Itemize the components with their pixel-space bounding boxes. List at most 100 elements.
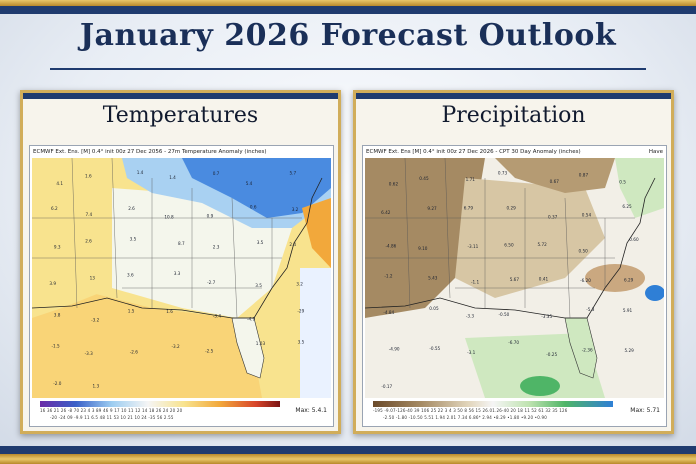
temperature-panel: Temperatures ECMWF Ext. Ens. [M] 0.4° in…	[20, 90, 341, 434]
gridpoint-value: 0.73	[498, 171, 508, 176]
temperature-max-label: Max: 5.4.1	[295, 407, 327, 414]
gridpoint-value: 6.79	[464, 206, 474, 211]
gridpoint-value: -0.25	[546, 352, 557, 357]
gridpoint-value: 3.2	[292, 207, 299, 212]
gridpoint-value: 2.4	[289, 242, 296, 247]
gridpoint-value: -29	[297, 308, 304, 313]
atlantic-warm	[302, 198, 331, 268]
gridpoint-value: -2.6	[130, 350, 139, 355]
temperature-legend: 16 36 21 26 -8 70 23 4 3 89 46 9 17 10 1…	[30, 398, 333, 426]
gridpoint-value: -2.5	[205, 348, 214, 353]
gridpoint-value: 6.25	[622, 204, 632, 209]
gridpoint-value: 9.10	[418, 246, 428, 251]
gridpoint-value: 5.43	[428, 276, 438, 281]
gridpoint-value: -3.3	[466, 313, 475, 318]
gridpoint-value: 3.5	[298, 340, 305, 345]
panel-header-band	[23, 93, 338, 99]
gridpoint-value: -1.2	[384, 274, 393, 279]
gridpoint-value: 13	[90, 276, 96, 281]
gridpoint-value: 0.54	[582, 213, 592, 218]
gridpoint-value: 6.42	[381, 210, 391, 215]
gridpoint-value: 0.9	[207, 214, 214, 219]
wet-gulf	[465, 333, 605, 398]
gridpoint-value: -3.1	[467, 350, 476, 355]
ocean-anomaly-east	[300, 268, 331, 398]
bottom-gold-border	[0, 454, 696, 464]
gridpoint-value: 5.91	[623, 308, 633, 313]
temperature-legend-ticks: 16 36 21 26 -8 70 23 4 3 89 46 9 17 10 1…	[40, 408, 183, 413]
gridpoint-value: -3.4	[213, 314, 222, 319]
gridpoint-value: 0.6	[250, 205, 257, 210]
precipitation-legend-subticks: -2.50 -1.80 -10.50 5.51 1.94 2.01 7.34 6…	[383, 415, 547, 420]
gridpoint-value: 0.37	[548, 215, 558, 220]
bottom-navy-border	[0, 446, 696, 454]
gridpoint-value: 6.50	[504, 243, 514, 248]
gridpoint-value: -4.90	[389, 347, 400, 352]
temperature-legend-subticks: -20 -24 09 -9.9 11 6.5 48 11 53 10 21 10…	[50, 415, 174, 420]
precipitation-max-label: Max: 5.71	[630, 407, 660, 414]
gridpoint-value: 2.6	[128, 206, 135, 211]
precipitation-anomaly-map: 0.62 0.45 1.71 0.73 0.67 0.87 0.5 6.42 9.27 6.79 0…	[365, 158, 664, 398]
dry-north	[495, 158, 615, 193]
title-divider	[50, 68, 646, 70]
state-borders	[32, 158, 302, 319]
gridpoint-value: 0.05	[429, 306, 439, 311]
gridpoint-value: 1.4	[169, 175, 176, 180]
gridpoint-value: 3.5	[257, 240, 264, 245]
gridpoint-value: 3.5	[255, 283, 262, 288]
gridpoint-value: 0.41	[539, 277, 549, 282]
gridpoint-value: 0.60	[629, 237, 639, 242]
gridpoint-value: 1.71	[466, 177, 476, 182]
gridpoint-value: -2.0	[53, 381, 62, 386]
gridpoint-value: 7.4	[86, 212, 93, 217]
have-label: Have	[648, 149, 663, 155]
top-gold-border	[0, 0, 696, 6]
gridpoint-value: 10.8	[164, 214, 174, 219]
precipitation-values: 0.62 0.45 1.71 0.73 0.67 0.87 0.5 6.42 9.27 6.79 0…	[381, 171, 639, 389]
gridpoint-value: -3.3	[85, 351, 94, 356]
gridpoint-value: -4.86	[386, 243, 397, 248]
gridpoint-value: 1.4	[137, 170, 144, 175]
precipitation-panel: Precipitation ECMWF Ext. Ens [M] 0.4° in…	[353, 90, 674, 434]
gridpoint-value: 3.2	[296, 281, 303, 286]
gridpoint-value: 3.3	[174, 271, 181, 276]
gridpoint-value: -6.70	[508, 340, 519, 345]
wet-core-gulf	[520, 376, 560, 396]
gridpoint-value: 1.5	[128, 308, 135, 313]
gridpoint-value: -0.55	[429, 346, 440, 351]
precipitation-legend-ticks: -195 -9.07-126-40 39 106 25 22 3 4 3 50 …	[373, 408, 568, 413]
dry-light-central	[455, 178, 605, 298]
panel-header-band	[356, 93, 671, 99]
gridpoint-value: 1.3	[93, 384, 100, 389]
gridpoint-value: -3.2	[172, 344, 181, 349]
gridpoint-value: 0.62	[389, 182, 399, 187]
top-navy-border	[0, 6, 696, 14]
gridpoint-value: 2.6	[85, 238, 92, 243]
gridpoint-value: 3.8	[54, 312, 61, 317]
temperature-map: ECMWF Ext. Ens. [M] 0.4° init 00z 27 Dec…	[29, 145, 334, 427]
gridpoint-value: 0.7	[213, 171, 220, 176]
gridpoint-value: -2.36	[582, 347, 593, 352]
dry-atlantic	[585, 264, 645, 292]
page-title: January 2026 Forecast Outlook	[79, 18, 617, 53]
gridpoint-value: -4.9	[247, 317, 256, 322]
precipitation-map-header: ECMWF Ext. Ens [M] 0.4° init 00z 27 Dec …	[363, 146, 666, 158]
precipitation-map: ECMWF Ext. Ens [M] 0.4° init 00z 27 Dec …	[362, 145, 667, 427]
gridpoint-value: -3.11	[468, 244, 479, 249]
gridpoint-value: 1.6	[166, 309, 173, 314]
land-warm-west	[32, 158, 127, 318]
gridpoint-value: 9.3	[54, 244, 61, 249]
gridpoint-value: 9.27	[427, 206, 437, 211]
precipitation-legend: -195 -9.07-126-40 39 106 25 22 3 4 3 50 …	[363, 398, 666, 426]
gridpoint-value: 5.72	[538, 242, 548, 247]
gridpoint-value: -4.84	[383, 310, 394, 315]
temperature-anomaly-map: 4.1 1.6 1.4 1.4 0.7 5.4 5.7 6.2 7.4 2.6 10.8 0.9 0.6…	[32, 158, 331, 398]
precipitation-panel-title: Precipitation	[441, 103, 586, 128]
gridpoint-value: 3.6	[127, 273, 134, 278]
gridpoint-value: -6.20	[580, 278, 591, 283]
gridpoint-value: 0.45	[419, 176, 429, 181]
gulf-warm-zone	[32, 288, 262, 398]
gridpoint-value: 0.67	[550, 179, 560, 184]
coastline	[32, 177, 323, 319]
gridpoint-value: 3.5	[130, 237, 137, 242]
